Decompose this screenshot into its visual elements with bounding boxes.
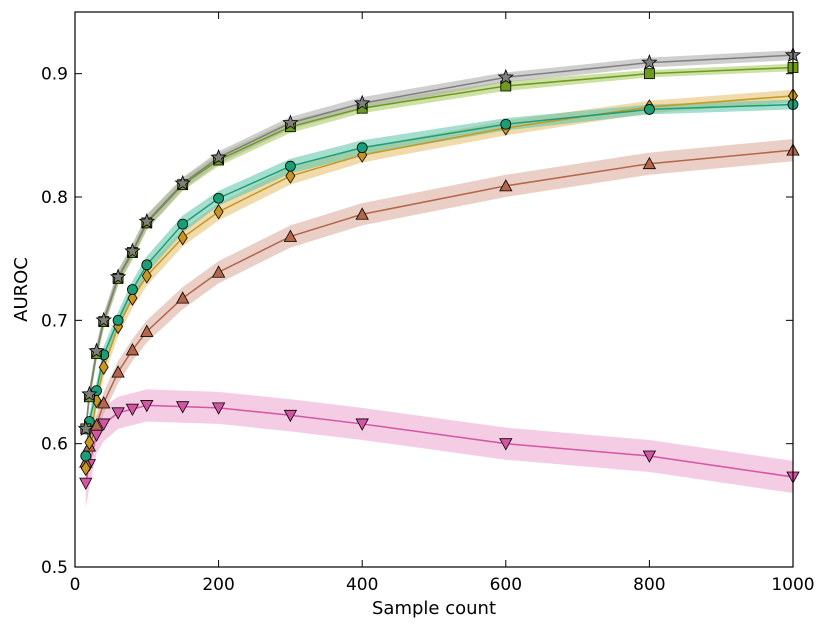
series-circle-point bbox=[141, 259, 153, 271]
x-tick-label: 800 bbox=[633, 575, 665, 595]
series-triangle-up-point bbox=[211, 265, 226, 278]
series-triangle-up-point bbox=[140, 324, 154, 337]
series-circle-point bbox=[500, 118, 512, 130]
series-square-line bbox=[85, 66, 794, 429]
y-tick-label: 0.5 bbox=[41, 558, 68, 578]
series-triangle-down-point bbox=[283, 409, 298, 423]
series-circle-point bbox=[127, 284, 138, 295]
plot-frame bbox=[74, 11, 794, 568]
x-tick-label: 400 bbox=[346, 575, 378, 595]
series-triangle-down-band bbox=[85, 389, 793, 508]
x-tick-label: 1000 bbox=[771, 575, 814, 595]
series-star-point bbox=[282, 114, 299, 130]
series-circle-point bbox=[177, 218, 189, 230]
series-square-point bbox=[644, 68, 655, 80]
series-star-point bbox=[88, 342, 105, 359]
series-triangle-down-point bbox=[97, 418, 111, 431]
series-diamond-point bbox=[80, 460, 91, 477]
series-triangle-up-point bbox=[283, 229, 298, 242]
series-triangle-up-point bbox=[176, 291, 190, 304]
series-triangle-up-point bbox=[642, 156, 657, 170]
series-triangle-down-point bbox=[176, 401, 190, 414]
y-tick-label: 0.6 bbox=[41, 435, 68, 455]
confidence-bands bbox=[85, 50, 793, 508]
series-square-band bbox=[85, 63, 793, 437]
series-circle-point bbox=[356, 142, 368, 154]
series-star-point bbox=[124, 242, 141, 259]
series-star-point bbox=[95, 311, 112, 328]
series-diamond-band bbox=[85, 89, 793, 479]
y-tick-label: 0.9 bbox=[41, 65, 68, 85]
series-diamond-point bbox=[141, 268, 152, 284]
series-triangle-up-point bbox=[111, 365, 125, 378]
series-triangle-down-point bbox=[79, 477, 93, 490]
series-star-point bbox=[641, 53, 658, 70]
series-triangle-down-point bbox=[642, 450, 657, 463]
series-star-point bbox=[174, 174, 191, 191]
series-circle-point bbox=[644, 104, 655, 115]
series-circle-point bbox=[284, 160, 296, 172]
series-triangle-down-point bbox=[140, 400, 154, 413]
series-star-point bbox=[77, 420, 94, 436]
series-circle-line bbox=[85, 103, 794, 457]
series-triangle-down-point bbox=[111, 407, 125, 420]
series-star-point bbox=[109, 268, 127, 285]
series-diamond-point bbox=[213, 204, 224, 220]
x-tick-label: 200 bbox=[202, 575, 234, 595]
x-tick-label: 0 bbox=[70, 575, 81, 595]
series-triangle-up-band bbox=[85, 139, 793, 474]
x-axis-label: Sample count bbox=[372, 598, 496, 619]
series-diamond-point bbox=[285, 168, 296, 184]
series-markers bbox=[77, 46, 802, 490]
series-star-point bbox=[81, 385, 98, 402]
series-triangle-down-point bbox=[355, 418, 369, 431]
series-star-point bbox=[497, 68, 514, 85]
series-triangle-down-point bbox=[125, 403, 140, 416]
series-diamond-point bbox=[98, 359, 109, 375]
y-axis-label: AUROC bbox=[11, 257, 32, 322]
series-star-point bbox=[354, 94, 371, 111]
series-triangle-up-point bbox=[499, 179, 513, 192]
series-circle-point bbox=[80, 450, 92, 462]
series-circle-point bbox=[213, 192, 225, 204]
series-triangle-down-point bbox=[499, 438, 513, 451]
series-circle-point bbox=[112, 314, 124, 326]
series-diamond-point bbox=[177, 229, 188, 246]
series-triangle-down-point bbox=[211, 402, 226, 415]
tick-labels: 0 200 400 600 800 1000 0.5 0.6 0.7 0.8 0.9 bbox=[41, 65, 815, 595]
series-diamond-point bbox=[127, 290, 138, 306]
series-star-point bbox=[138, 213, 155, 229]
x-tick-label: 600 bbox=[490, 575, 522, 595]
series-diamond-point bbox=[84, 434, 95, 451]
series-triangle-up-point bbox=[355, 207, 369, 220]
y-tick-label: 0.8 bbox=[41, 188, 68, 208]
series-triangle-up-point bbox=[97, 396, 111, 409]
series-triangle-up-point bbox=[125, 343, 140, 356]
series-star-point bbox=[210, 148, 227, 165]
y-tick-label: 0.7 bbox=[41, 311, 68, 331]
